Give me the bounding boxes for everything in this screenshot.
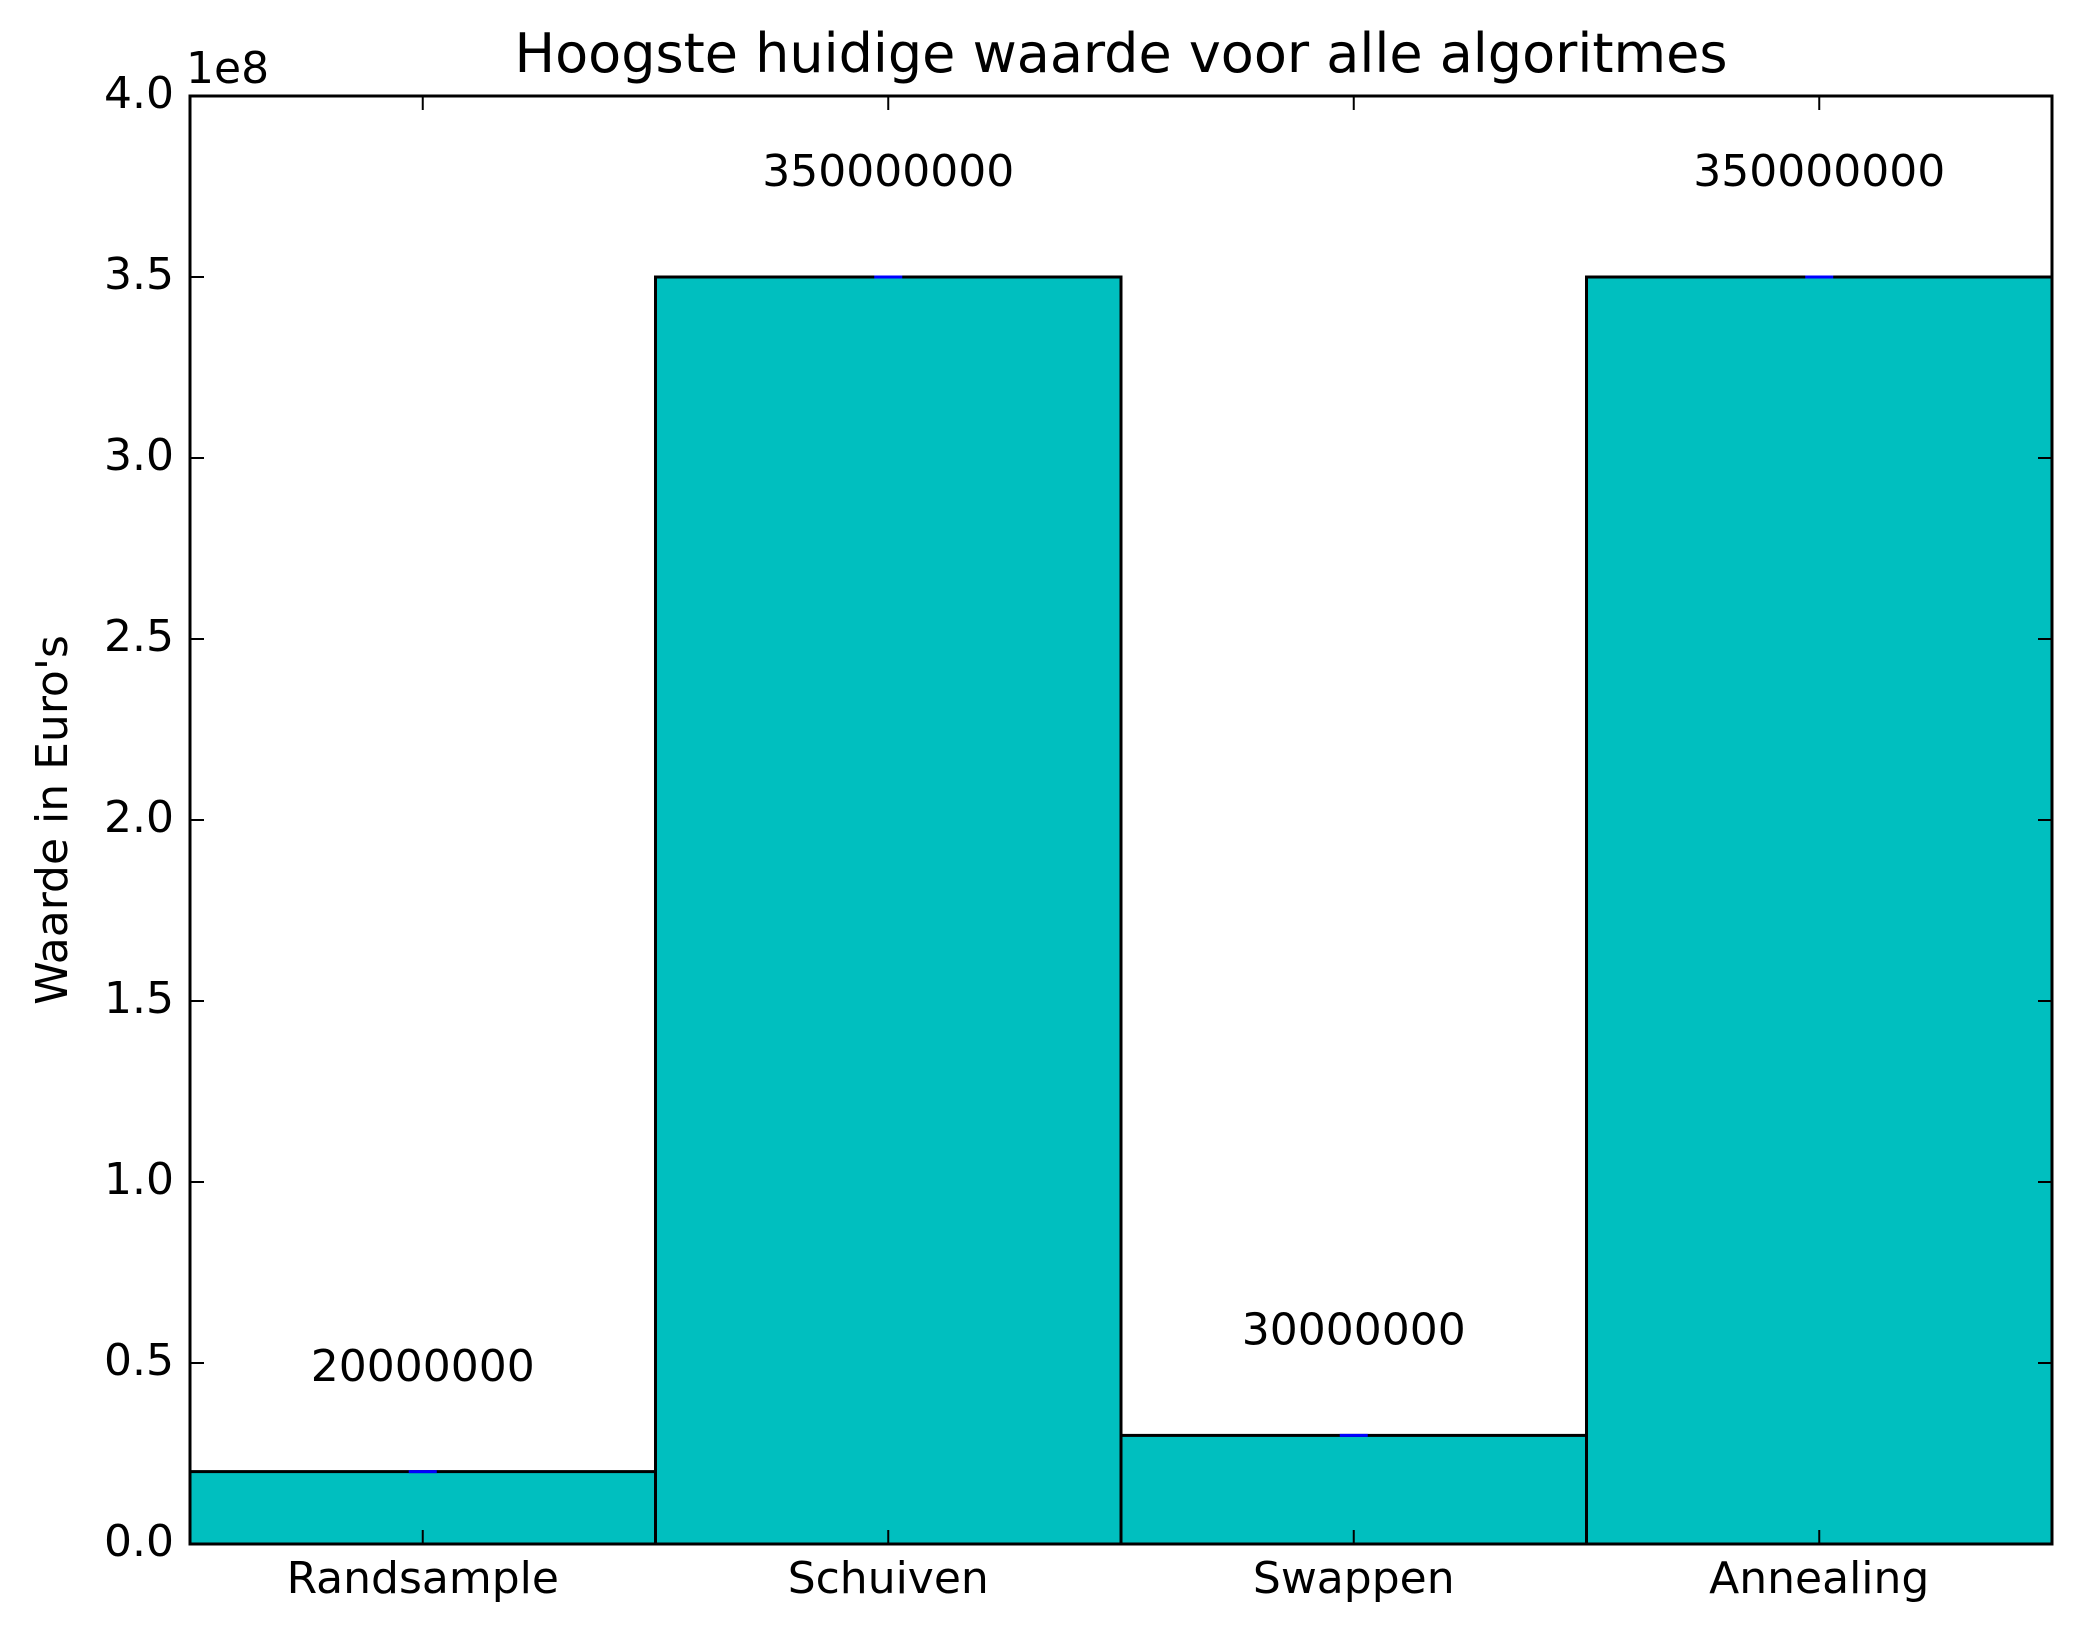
y-tick-label: 1.5	[104, 973, 174, 1024]
y-tick-label: 4.0	[104, 68, 174, 119]
y-tick-label: 3.5	[104, 249, 174, 300]
y-axis-label: Waarde in Euro's	[27, 635, 78, 1005]
data-label-swappen: 30000000	[1242, 1305, 1466, 1356]
data-label-schuiven: 350000000	[762, 146, 1014, 197]
ticks-layer	[190, 95, 2052, 1545]
y-tick-label: 0.5	[104, 1335, 174, 1386]
bar-swappen	[1119, 1433, 1588, 1546]
y-tick-label: 0.0	[104, 1516, 174, 1567]
chart-title: Hoogste huidige waarde voor alle algorit…	[515, 22, 1728, 85]
data-label-annealing: 350000000	[1693, 146, 1945, 197]
y-tick-label: 3.0	[104, 430, 174, 481]
y-axis-offset-label: 1e8	[186, 43, 269, 94]
x-tick-label-swappen: Swappen	[1253, 1553, 1455, 1604]
y-tick-label: 1.0	[104, 1154, 174, 1205]
labels-layer: 20000000 Randsample 350000000 Schuiven 30000…	[104, 68, 1945, 1604]
y-tick-label: 2.0	[104, 792, 174, 843]
y-tick-label: 2.5	[104, 611, 174, 662]
data-label-randsample: 20000000	[311, 1341, 535, 1392]
x-tick-label-schuiven: Schuiven	[788, 1553, 989, 1604]
bar-annealing	[1585, 275, 2054, 1546]
x-tick-label-randsample: Randsample	[287, 1553, 559, 1604]
bar-schuiven	[654, 275, 1123, 1546]
plot-frame	[188, 94, 2054, 1546]
x-tick-label-annealing: Annealing	[1709, 1553, 1929, 1604]
